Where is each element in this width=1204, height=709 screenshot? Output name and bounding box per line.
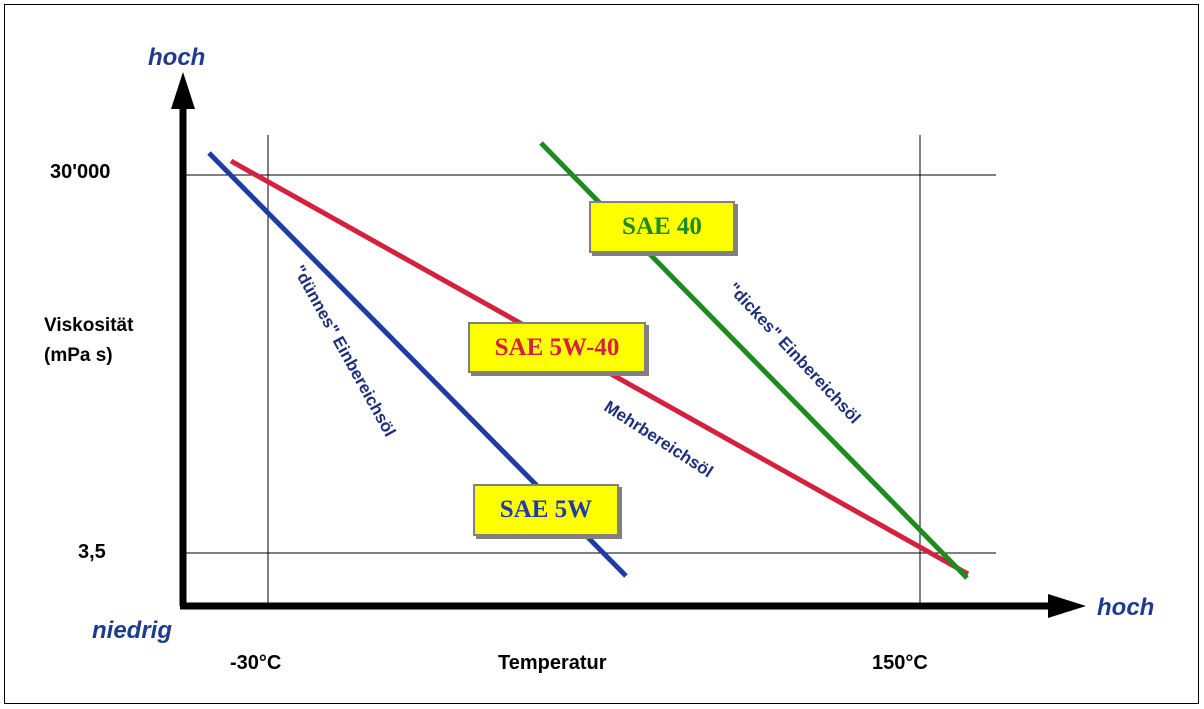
y-axis-title-line1: Viskosität xyxy=(44,315,134,336)
series-label-sae-5w: SAE 5W xyxy=(473,484,619,536)
y-axis-title-line2: (mPa s) xyxy=(44,345,113,366)
y-tick-30000: 30'000 xyxy=(50,161,111,183)
series-label-sae-5w-40: SAE 5W-40 xyxy=(468,322,646,373)
origin-low-label: niedrig xyxy=(92,617,173,644)
x-tick-minus30: -30°C xyxy=(230,652,282,674)
y-axis-arrowhead xyxy=(171,72,195,109)
x-axis-title: Temperatur xyxy=(498,652,607,674)
y-tick-3-5: 3,5 xyxy=(78,541,106,563)
x-axis-arrowhead xyxy=(1048,594,1086,618)
series-label-sae-40: SAE 40 xyxy=(589,201,735,253)
x-axis-high-label: hoch xyxy=(1097,594,1155,621)
x-tick-150: 150°C xyxy=(872,652,928,674)
y-axis-high-label: hoch xyxy=(148,44,206,71)
